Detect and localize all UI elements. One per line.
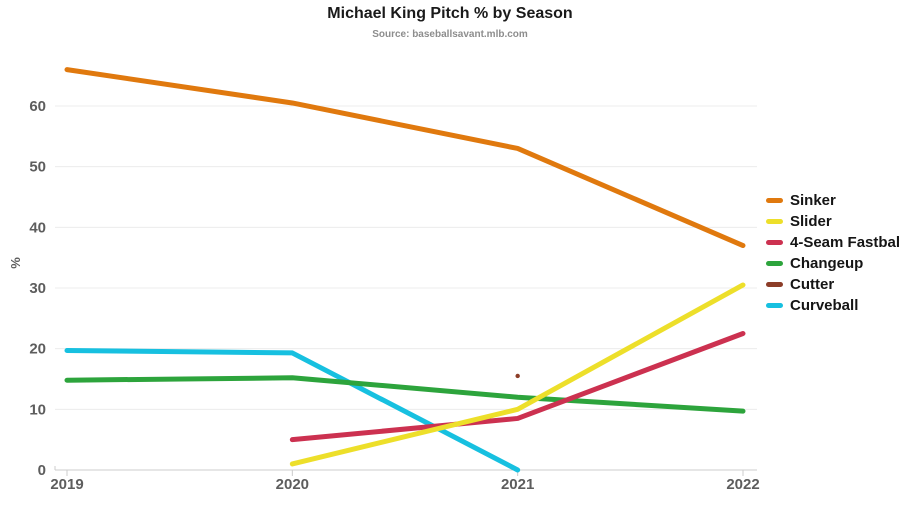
y-axis-label: % — [8, 257, 23, 269]
x-tick-label: 2021 — [501, 476, 534, 493]
legend-item-cutter: Cutter — [766, 274, 900, 295]
legend-label: Changeup — [790, 255, 864, 272]
series-line-4-seam-fastball — [289, 331, 746, 443]
y-tick-label: 10 — [29, 401, 46, 418]
y-tick-label: 50 — [29, 159, 46, 176]
legend-swatch-icon — [766, 303, 783, 308]
legend-swatch-icon — [766, 240, 783, 245]
y-tick-label: 30 — [29, 280, 46, 297]
series-line-changeup — [64, 375, 746, 414]
series-line-slider — [289, 282, 746, 467]
x-tick-label: 2020 — [276, 476, 309, 493]
y-tick-label: 0 — [38, 462, 46, 479]
y-tick-label: 20 — [29, 341, 46, 358]
legend-item-changeup: Changeup — [766, 253, 900, 274]
legend-label: Cutter — [790, 276, 835, 293]
legend-item-4-seam-fastball: 4-Seam Fastball — [766, 232, 900, 253]
series-line-sinker — [64, 67, 746, 249]
legend-label: Sinker — [790, 192, 836, 209]
legend-item-curveball: Curveball — [766, 295, 900, 316]
legend: Sinker Slider 4-Seam Fastball Changeup Cutte… — [766, 190, 900, 316]
x-tick-label: 2022 — [726, 476, 759, 493]
chart-subtitle: Source: baseballsavant.mlb.com — [372, 29, 528, 40]
x-tick-label: 2019 — [50, 476, 83, 493]
legend-swatch-icon — [766, 261, 783, 266]
legend-swatch-icon — [766, 282, 783, 287]
legend-item-sinker: Sinker — [766, 190, 900, 211]
series-line-curveball — [64, 347, 521, 473]
series-point-cutter — [515, 373, 520, 379]
legend-item-slider: Slider — [766, 211, 900, 232]
y-tick-label: 40 — [29, 219, 46, 236]
legend-label: Curveball — [790, 297, 859, 314]
legend-swatch-icon — [766, 219, 783, 224]
legend-label: 4-Seam Fastball — [790, 234, 900, 251]
chart-title: Michael King Pitch % by Season — [327, 5, 573, 22]
legend-label: Slider — [790, 213, 832, 230]
legend-swatch-icon — [766, 198, 783, 203]
y-tick-label: 60 — [29, 98, 46, 115]
